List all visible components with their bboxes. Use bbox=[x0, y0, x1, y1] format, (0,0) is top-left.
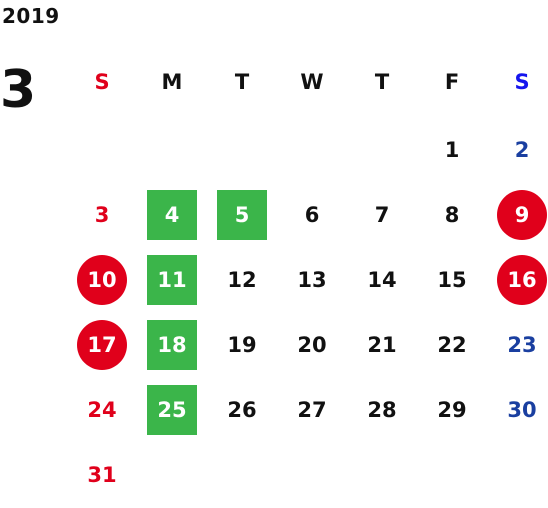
day-cell[interactable]: 6 bbox=[285, 188, 339, 242]
day-28[interactable]: 28 bbox=[367, 397, 397, 422]
weekday-tue: T bbox=[234, 70, 250, 94]
day-cell[interactable]: 9 bbox=[495, 188, 548, 242]
day-17[interactable]: 17 bbox=[77, 320, 127, 370]
day-5[interactable]: 5 bbox=[217, 190, 267, 240]
day-24[interactable]: 24 bbox=[87, 397, 117, 422]
day-cell[interactable]: 31 bbox=[75, 448, 129, 502]
day-cell[interactable]: 22 bbox=[425, 318, 479, 372]
day-cell[interactable]: 5 bbox=[215, 188, 269, 242]
day-31[interactable]: 31 bbox=[87, 462, 117, 487]
day-29[interactable]: 29 bbox=[437, 397, 467, 422]
day-cell[interactable]: 19 bbox=[215, 318, 269, 372]
day-cell[interactable]: 21 bbox=[355, 318, 409, 372]
day-11[interactable]: 11 bbox=[147, 255, 197, 305]
day-20[interactable]: 20 bbox=[297, 332, 327, 357]
year-label: 2019 bbox=[2, 4, 60, 28]
day-23[interactable]: 23 bbox=[507, 332, 537, 357]
day-1[interactable]: 1 bbox=[444, 137, 460, 162]
day-cell[interactable]: 15 bbox=[425, 253, 479, 307]
day-18[interactable]: 18 bbox=[147, 320, 197, 370]
weekday-thu: T bbox=[374, 70, 390, 94]
day-cell[interactable]: 26 bbox=[215, 383, 269, 437]
day-cell[interactable]: 16 bbox=[495, 253, 548, 307]
day-19[interactable]: 19 bbox=[227, 332, 257, 357]
day-2[interactable]: 2 bbox=[514, 137, 530, 162]
day-cell[interactable]: 28 bbox=[355, 383, 409, 437]
day-26[interactable]: 26 bbox=[227, 397, 257, 422]
weekday-mon: M bbox=[161, 70, 183, 94]
weekday-sun: S bbox=[94, 70, 110, 94]
day-cell[interactable]: 24 bbox=[75, 383, 129, 437]
weekday-fri: F bbox=[444, 70, 460, 94]
month-label: 3 bbox=[0, 60, 37, 120]
day-21[interactable]: 21 bbox=[367, 332, 397, 357]
day-14[interactable]: 14 bbox=[367, 267, 397, 292]
day-3[interactable]: 3 bbox=[94, 202, 110, 227]
day-9[interactable]: 9 bbox=[497, 190, 547, 240]
day-12[interactable]: 12 bbox=[227, 267, 257, 292]
day-25[interactable]: 25 bbox=[147, 385, 197, 435]
day-cell[interactable]: 29 bbox=[425, 383, 479, 437]
day-15[interactable]: 15 bbox=[437, 267, 467, 292]
day-cell[interactable]: 17 bbox=[75, 318, 129, 372]
day-10[interactable]: 10 bbox=[77, 255, 127, 305]
day-27[interactable]: 27 bbox=[297, 397, 327, 422]
day-cell[interactable]: 8 bbox=[425, 188, 479, 242]
day-cell[interactable]: 30 bbox=[495, 383, 548, 437]
day-cell[interactable]: 3 bbox=[75, 188, 129, 242]
day-cell[interactable]: 27 bbox=[285, 383, 339, 437]
day-cell[interactable]: 7 bbox=[355, 188, 409, 242]
day-cell[interactable]: 12 bbox=[215, 253, 269, 307]
day-cell[interactable]: 4 bbox=[145, 188, 199, 242]
day-cell[interactable]: 11 bbox=[145, 253, 199, 307]
weekday-sat: S bbox=[514, 70, 530, 94]
day-4[interactable]: 4 bbox=[147, 190, 197, 240]
day-cell[interactable]: 23 bbox=[495, 318, 548, 372]
day-6[interactable]: 6 bbox=[304, 202, 320, 227]
day-cell[interactable]: 2 bbox=[495, 123, 548, 177]
day-30[interactable]: 30 bbox=[507, 397, 537, 422]
day-cell[interactable]: 13 bbox=[285, 253, 339, 307]
day-7[interactable]: 7 bbox=[374, 202, 390, 227]
day-22[interactable]: 22 bbox=[437, 332, 467, 357]
day-cell[interactable]: 18 bbox=[145, 318, 199, 372]
day-cell[interactable]: 1 bbox=[425, 123, 479, 177]
day-cell[interactable]: 10 bbox=[75, 253, 129, 307]
day-cell[interactable]: 20 bbox=[285, 318, 339, 372]
day-8[interactable]: 8 bbox=[444, 202, 460, 227]
day-13[interactable]: 13 bbox=[297, 267, 327, 292]
day-cell[interactable]: 14 bbox=[355, 253, 409, 307]
day-grid: 1 2 3 4 5 6 7 8 9 10 11 12 13 14 15 16 17 18 19 20 21 22 23 24 2… bbox=[0, 118, 548, 508]
day-cell[interactable]: 25 bbox=[145, 383, 199, 437]
day-16[interactable]: 16 bbox=[497, 255, 547, 305]
weekday-wed: W bbox=[300, 70, 324, 94]
